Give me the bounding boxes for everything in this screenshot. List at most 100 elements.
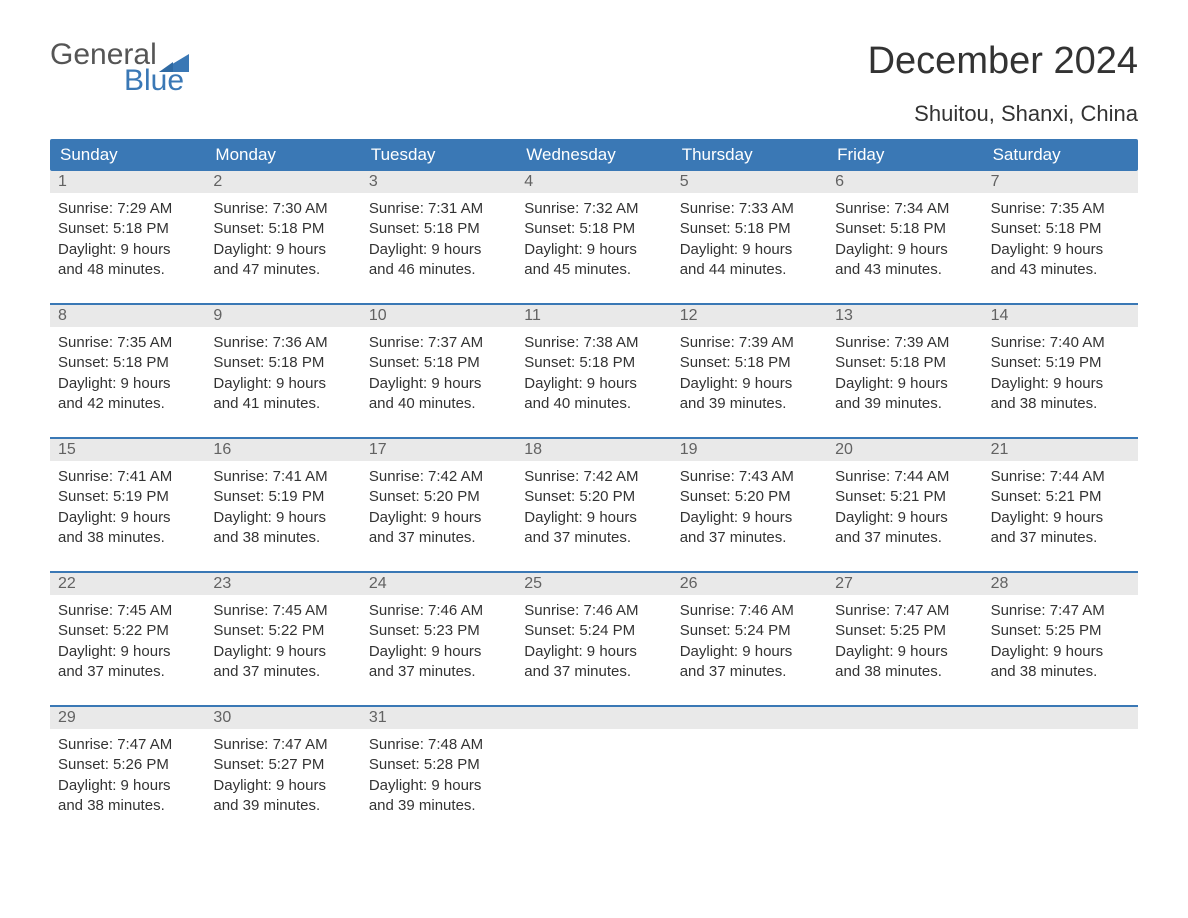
sunset-text: Sunset: 5:20 PM [369,487,508,507]
dl2-text: and 38 minutes. [58,528,197,548]
dl2-text: and 45 minutes. [524,260,663,280]
day-number: 20 [827,439,982,461]
day-cell [827,729,982,825]
sunset-text: Sunset: 5:20 PM [524,487,663,507]
dl1-text: Daylight: 9 hours [835,240,974,260]
day-number: 3 [361,171,516,193]
sunrise-text: Sunrise: 7:48 AM [369,735,508,755]
day-number: 18 [516,439,671,461]
sunrise-text: Sunrise: 7:35 AM [991,199,1130,219]
week-row: 293031Sunrise: 7:47 AMSunset: 5:26 PMDay… [50,705,1138,825]
dow-cell: Friday [827,139,982,171]
day-number: 5 [672,171,827,193]
daynum-band: 293031 [50,707,1138,729]
day-cell: Sunrise: 7:47 AMSunset: 5:26 PMDaylight:… [50,729,205,825]
day-cell: Sunrise: 7:45 AMSunset: 5:22 PMDaylight:… [50,595,205,691]
dl1-text: Daylight: 9 hours [991,642,1130,662]
day-number: 12 [672,305,827,327]
day-cell: Sunrise: 7:44 AMSunset: 5:21 PMDaylight:… [827,461,982,557]
sunrise-text: Sunrise: 7:39 AM [680,333,819,353]
dow-cell: Monday [205,139,360,171]
dl2-text: and 37 minutes. [524,662,663,682]
day-number: 26 [672,573,827,595]
day-number: 25 [516,573,671,595]
dl2-text: and 42 minutes. [58,394,197,414]
day-number: 11 [516,305,671,327]
dl2-text: and 43 minutes. [991,260,1130,280]
day-number: 23 [205,573,360,595]
dl1-text: Daylight: 9 hours [680,374,819,394]
sunrise-text: Sunrise: 7:44 AM [835,467,974,487]
day-number: 10 [361,305,516,327]
day-number [827,707,982,729]
day-number: 24 [361,573,516,595]
sunset-text: Sunset: 5:18 PM [524,353,663,373]
sunrise-text: Sunrise: 7:31 AM [369,199,508,219]
dl2-text: and 44 minutes. [680,260,819,280]
sunset-text: Sunset: 5:26 PM [58,755,197,775]
dl2-text: and 38 minutes. [991,394,1130,414]
day-number: 8 [50,305,205,327]
dow-cell: Sunday [50,139,205,171]
dl2-text: and 37 minutes. [58,662,197,682]
day-number [672,707,827,729]
weeks-container: 1234567Sunrise: 7:29 AMSunset: 5:18 PMDa… [50,171,1138,825]
sunrise-text: Sunrise: 7:33 AM [680,199,819,219]
dl1-text: Daylight: 9 hours [369,776,508,796]
sunrise-text: Sunrise: 7:47 AM [835,601,974,621]
sunrise-text: Sunrise: 7:37 AM [369,333,508,353]
calendar: SundayMondayTuesdayWednesdayThursdayFrid… [50,139,1138,825]
day-number: 29 [50,707,205,729]
dl2-text: and 47 minutes. [213,260,352,280]
sunset-text: Sunset: 5:18 PM [58,219,197,239]
week-row: 891011121314Sunrise: 7:35 AMSunset: 5:18… [50,303,1138,423]
week-row: 1234567Sunrise: 7:29 AMSunset: 5:18 PMDa… [50,171,1138,289]
dl2-text: and 37 minutes. [680,528,819,548]
dl1-text: Daylight: 9 hours [369,642,508,662]
day-cell: Sunrise: 7:37 AMSunset: 5:18 PMDaylight:… [361,327,516,423]
dl2-text: and 40 minutes. [369,394,508,414]
day-cell: Sunrise: 7:31 AMSunset: 5:18 PMDaylight:… [361,193,516,289]
day-cell: Sunrise: 7:39 AMSunset: 5:18 PMDaylight:… [827,327,982,423]
day-cell: Sunrise: 7:44 AMSunset: 5:21 PMDaylight:… [983,461,1138,557]
sunset-text: Sunset: 5:22 PM [58,621,197,641]
sunrise-text: Sunrise: 7:46 AM [680,601,819,621]
sunrise-text: Sunrise: 7:47 AM [213,735,352,755]
sunset-text: Sunset: 5:18 PM [58,353,197,373]
dow-cell: Tuesday [361,139,516,171]
dl1-text: Daylight: 9 hours [991,508,1130,528]
day-of-week-header: SundayMondayTuesdayWednesdayThursdayFrid… [50,139,1138,171]
dl1-text: Daylight: 9 hours [524,508,663,528]
dl1-text: Daylight: 9 hours [213,776,352,796]
sunset-text: Sunset: 5:18 PM [835,219,974,239]
dl1-text: Daylight: 9 hours [680,642,819,662]
day-cell: Sunrise: 7:47 AMSunset: 5:27 PMDaylight:… [205,729,360,825]
dow-cell: Thursday [672,139,827,171]
sunset-text: Sunset: 5:28 PM [369,755,508,775]
dl2-text: and 38 minutes. [58,796,197,816]
day-cell: Sunrise: 7:42 AMSunset: 5:20 PMDaylight:… [361,461,516,557]
day-number: 16 [205,439,360,461]
day-number: 17 [361,439,516,461]
dl1-text: Daylight: 9 hours [369,508,508,528]
dl2-text: and 37 minutes. [835,528,974,548]
sunset-text: Sunset: 5:18 PM [991,219,1130,239]
sunrise-text: Sunrise: 7:41 AM [213,467,352,487]
day-cell: Sunrise: 7:46 AMSunset: 5:24 PMDaylight:… [672,595,827,691]
daynum-band: 1234567 [50,171,1138,193]
sunset-text: Sunset: 5:18 PM [680,219,819,239]
dl2-text: and 37 minutes. [213,662,352,682]
day-number: 22 [50,573,205,595]
dow-cell: Saturday [983,139,1138,171]
dl2-text: and 48 minutes. [58,260,197,280]
sunrise-text: Sunrise: 7:45 AM [213,601,352,621]
day-cell: Sunrise: 7:46 AMSunset: 5:24 PMDaylight:… [516,595,671,691]
sunset-text: Sunset: 5:24 PM [524,621,663,641]
sunrise-text: Sunrise: 7:41 AM [58,467,197,487]
dow-cell: Wednesday [516,139,671,171]
day-cell: Sunrise: 7:47 AMSunset: 5:25 PMDaylight:… [827,595,982,691]
day-number: 1 [50,171,205,193]
sunset-text: Sunset: 5:24 PM [680,621,819,641]
dl1-text: Daylight: 9 hours [213,374,352,394]
day-number: 21 [983,439,1138,461]
